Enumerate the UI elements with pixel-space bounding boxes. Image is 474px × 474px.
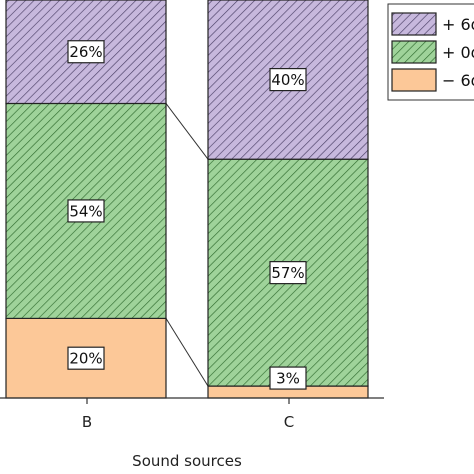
- segment-labels: 20% 54% 26% 3% 57% 40%: [67, 40, 307, 390]
- x-tick-label-c: C: [284, 413, 294, 431]
- segment-label-b-2: 26%: [67, 40, 105, 64]
- x-tick-label-b: B: [82, 413, 92, 431]
- svg-text:57%: 57%: [271, 264, 304, 282]
- svg-text:26%: 26%: [69, 43, 102, 61]
- segment-label-c-1: 57%: [269, 261, 307, 285]
- legend-swatch-1: [391, 40, 437, 64]
- legend-swatch-0: [391, 68, 437, 92]
- connector-line-0: [165, 318, 209, 387]
- bar-segments: [5, 0, 369, 399]
- segment-label-b-0: 20%: [67, 346, 105, 370]
- svg-text:3%: 3%: [276, 370, 300, 388]
- legend: + 6d + 0d − 6d: [387, 3, 474, 101]
- svg-text:40%: 40%: [271, 71, 304, 89]
- connector-line-1: [165, 103, 209, 160]
- segment-label-c-2: 40%: [269, 67, 307, 92]
- segment-label-b-1: 54%: [67, 199, 105, 223]
- svg-text:54%: 54%: [69, 202, 102, 220]
- segment-connector-lines: [165, 103, 209, 387]
- x-axis-title: Sound sources: [132, 452, 242, 470]
- legend-swatch-2: [391, 12, 437, 36]
- svg-text:20%: 20%: [69, 350, 102, 368]
- segment-label-c-0: 3%: [269, 366, 307, 390]
- legend-label-1: + 0d: [442, 43, 474, 62]
- legend-label-2: + 6d: [442, 15, 474, 34]
- legend-label-0: − 6d: [442, 71, 474, 90]
